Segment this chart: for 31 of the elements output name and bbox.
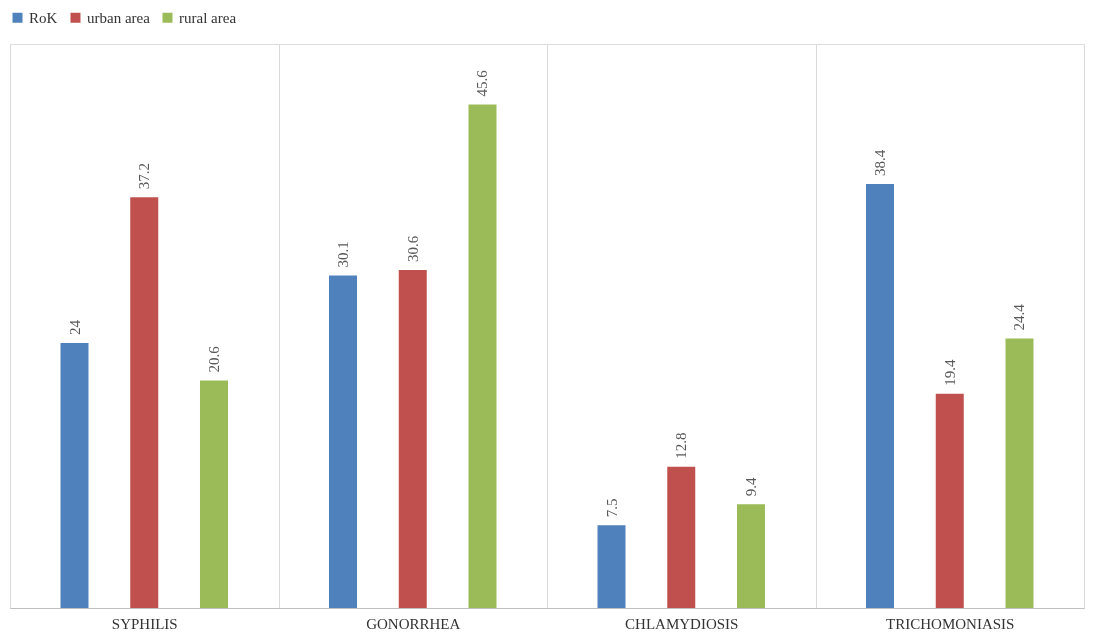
x-tick-label: GONORRHEA: [366, 615, 461, 632]
bar: [1005, 338, 1034, 608]
x-tick-label: TRICHOMONIASIS: [886, 615, 1015, 632]
bar: [130, 197, 159, 608]
legend-label: urban area: [87, 9, 151, 26]
bar: [736, 504, 765, 608]
legend-label: rural area: [179, 9, 237, 26]
bar: [468, 104, 497, 608]
data-label: 30.1: [335, 241, 352, 268]
bar: [597, 525, 626, 608]
data-label: 37.2: [136, 162, 153, 190]
data-label: 30.6: [404, 235, 421, 263]
data-label: 19.4: [941, 359, 958, 386]
data-label: 38.4: [872, 149, 889, 176]
data-label: 7.5: [603, 498, 620, 518]
x-tick-label: CHLAMYDIOSIS: [625, 615, 739, 632]
data-label: 9.4: [742, 476, 759, 497]
data-label: 20.6: [205, 345, 222, 373]
bar: [935, 393, 964, 608]
bar: [866, 183, 895, 608]
x-tick-label: SYPHILIS: [111, 615, 178, 632]
data-label: 24.4: [1011, 303, 1028, 331]
data-label: 24: [66, 319, 83, 335]
bar: [199, 380, 228, 608]
data-label: 45.6: [474, 69, 491, 97]
bar: [667, 466, 696, 608]
bar: [329, 275, 358, 608]
legend-label: RoK: [29, 9, 58, 26]
data-label: 12.8: [673, 432, 690, 459]
bar: [60, 342, 89, 608]
bar: [398, 270, 427, 608]
